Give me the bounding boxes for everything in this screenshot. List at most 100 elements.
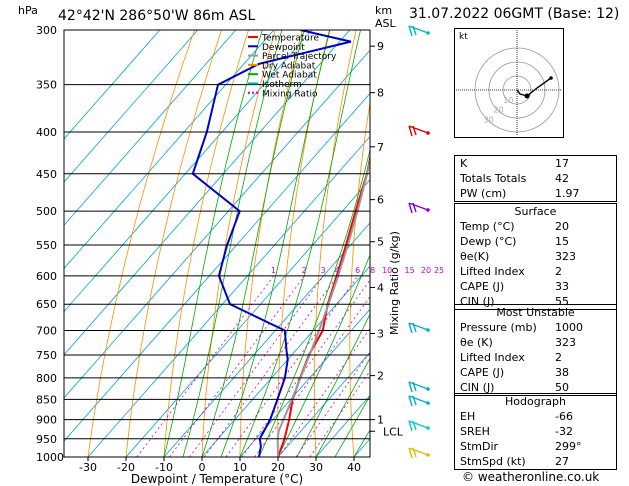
hodograph-ring-label: 10 [503,96,513,105]
stat-label: SREH [460,425,490,438]
pressure-tick-label: 950 [36,433,57,446]
mixing-ratio-line [241,279,370,457]
pressure-tick-label: 300 [36,24,57,37]
hodograph-row: SREH -32 [455,424,616,439]
isotherm-line [87,135,370,457]
wet-adiabat-line [296,313,370,457]
stat-value: 27 [555,455,569,468]
dry-adiabat-line [201,30,276,457]
hodograph-table: Hodograph EH -66 SREH -32 StmDir 299° StmSpd (k… [454,393,617,470]
height-tick-label: 3 [377,328,384,341]
wet-adiabat-line [315,357,370,457]
isotherm-line [64,30,237,226]
mixing-ratio-label: 15 [404,266,414,275]
isotherm-line [64,30,313,313]
pressure-tick-label: 850 [36,393,57,406]
stat-value: 2 [555,265,562,278]
hodograph-ring-label: 20 [493,106,503,115]
chart-datetime: 31.07.2022 06GMT (Base: 12) [409,6,620,22]
isotherm-line [64,49,370,399]
pressure-tick-label: 700 [36,325,57,338]
surface-row: θe(K) 323 [455,249,616,264]
isotherm-line [64,92,370,442]
stat-label: θe (K) [460,336,493,349]
stat-label: Dewp (°C) [460,235,517,248]
wind-barb-icon [408,202,429,214]
stat-value: 42 [555,172,569,185]
stat-value: 2 [555,351,562,364]
surface-row: Temp (°C) 20 [455,219,616,234]
mixing-ratio-axis-title: Mixing Ratio (g/kg) [388,231,401,335]
stat-label: K [460,157,468,170]
indices-table: K 17 Totals Totals 42 PW (cm) 1.97 [454,155,617,202]
index-row: K 17 [455,156,616,171]
stat-value: 1.97 [555,187,580,200]
height-tick-label: 4 [377,281,384,294]
hodograph-kt-label: kt [459,32,468,42]
dry-adiabat-line [163,30,249,457]
stat-value: 323 [555,336,576,349]
stat-value: 38 [555,366,569,379]
stat-value: -66 [555,410,573,423]
wind-barb-icon [408,125,429,137]
legend-label: Isotherm [262,80,302,90]
stat-value: 20 [555,220,569,233]
height-tick-label: 6 [377,194,384,207]
legend-label: Mixing Ratio [262,89,318,99]
isotherm-line [201,265,370,457]
hodograph-storm-motion [524,93,530,99]
credit-text: © weatheronline.co.uk [462,470,600,484]
stat-label: StmSpd (kt) [460,455,526,468]
dry-adiabat-line [314,30,357,457]
pressure-tick-label: 450 [36,168,57,181]
mixing-ratio-line [254,296,370,457]
dry-adiabat-line [239,30,303,457]
height-tick-label: 9 [377,40,384,53]
mixing-ratio-label: 1 [271,266,276,275]
most-unstable-row: Pressure (mb) 1000 [455,320,616,335]
height-tick-label: 1 [377,414,384,427]
stat-label: Temp (°C) [460,220,515,233]
wind-barb-dot [426,328,430,332]
surface-row: Lifted Index 2 [455,264,616,279]
legend-label: Temperature [261,34,319,44]
mixing-ratio-label: 4 [335,266,340,275]
height-asl-label: ASL [375,17,397,30]
index-row: PW (cm) 1.97 [455,186,616,201]
stat-value: 15 [555,235,569,248]
temp-tick-label: 0 [199,461,206,474]
wet-adiabat-line [334,395,370,457]
temp-tick-label: 20 [271,461,285,474]
wind-barb-icon [408,447,429,459]
hodograph-title: Hodograph [505,395,566,408]
temp-tick-label: 40 [347,461,361,474]
stat-value: 299° [555,440,582,453]
mixing-ratio-label: 6 [355,266,360,275]
wind-barb-dot [426,453,430,457]
stat-label: Pressure (mb) [460,321,537,334]
wind-barb-icon [408,420,429,432]
wet-adiabat-line [163,30,263,457]
hodograph-endpoint [549,76,553,80]
stat-label: EH [460,410,476,423]
wind-barb-icon [408,322,429,334]
isotherm-line [64,30,199,183]
stat-label: CAPE (J) [460,366,505,379]
legend-label: Dewpoint [262,43,305,53]
stat-label: CIN (J) [460,381,495,394]
pressure-tick-label: 750 [36,349,57,362]
index-row: Totals Totals 42 [455,171,616,186]
dry-adiabat-line [87,30,196,457]
legend-label: Parcel Trajectory [262,52,337,62]
temp-tick-label: 10 [233,461,247,474]
pressure-tick-label: 350 [36,79,57,92]
dry-adiabat-line [277,30,330,457]
height-unit-label: km [375,4,392,17]
surface-row: CAPE (J) 33 [455,279,616,294]
hodograph-row: StmDir 299° [455,439,616,454]
most-unstable-row: θe (K) 323 [455,335,616,350]
temp-tick-label: -10 [155,461,173,474]
surface-title: Surface [514,205,557,218]
isotherm-line [277,351,370,457]
